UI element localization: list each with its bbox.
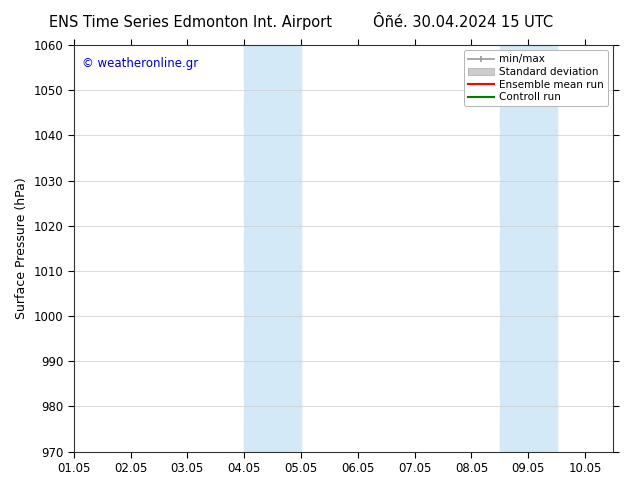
Legend: min/max, Standard deviation, Ensemble mean run, Controll run: min/max, Standard deviation, Ensemble me… [464, 50, 608, 106]
Text: © weatheronline.gr: © weatheronline.gr [82, 57, 198, 70]
Bar [273, 45, 301, 452]
Bar [528, 45, 557, 452]
Text: Ôñé. 30.04.2024 15 UTC: Ôñé. 30.04.2024 15 UTC [373, 15, 553, 30]
Bar [500, 45, 528, 452]
Bar [244, 45, 273, 452]
Y-axis label: Surface Pressure (hPa): Surface Pressure (hPa) [15, 177, 28, 319]
Text: ENS Time Series Edmonton Int. Airport: ENS Time Series Edmonton Int. Airport [49, 15, 332, 30]
